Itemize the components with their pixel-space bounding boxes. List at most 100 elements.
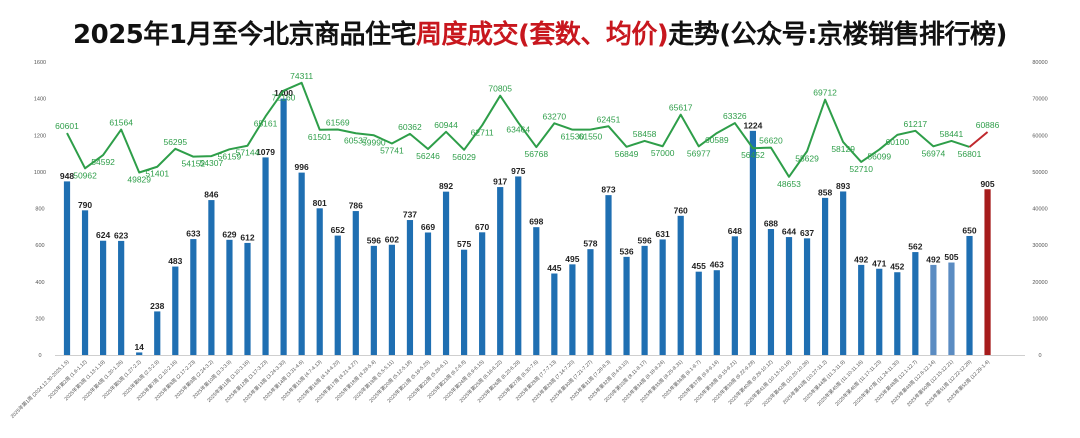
bar <box>551 273 558 355</box>
bar <box>81 210 89 355</box>
price-value-label: 56099 <box>867 152 891 162</box>
title-highlight: 周度成交(套数、均价) <box>416 20 669 50</box>
bar <box>497 187 504 355</box>
price-value-label: 62451 <box>597 114 621 124</box>
bar <box>352 211 359 355</box>
bar-value-label: 1224 <box>743 120 762 130</box>
bar-value-label: 633 <box>186 229 200 239</box>
left-tick-label: 1000 <box>34 170 46 176</box>
price-value-label: 58441 <box>940 129 964 139</box>
bar <box>298 172 305 355</box>
bar-value-label: 786 <box>349 201 363 211</box>
price-value-label: 56977 <box>687 148 711 158</box>
bar <box>316 208 323 355</box>
bar <box>515 176 522 355</box>
price-value-label: 59990 <box>362 137 386 147</box>
bar-value-label: 669 <box>421 222 435 232</box>
bar <box>948 262 955 355</box>
bar-value-label: 893 <box>836 181 850 191</box>
price-value-label: 50962 <box>73 170 97 180</box>
bar <box>406 220 414 355</box>
bar-value-label: 602 <box>385 234 399 244</box>
price-value-label: 63270 <box>543 111 567 121</box>
bar <box>370 245 377 355</box>
price-value-label: 56768 <box>524 149 548 159</box>
right-tick-label: 10000 <box>1032 316 1047 322</box>
bar-value-label: 452 <box>890 262 904 272</box>
bar-value-label: 670 <box>475 222 489 232</box>
bar <box>605 195 612 355</box>
bar-value-label: 445 <box>547 263 561 273</box>
bar <box>785 237 793 355</box>
bar-value-label: 492 <box>926 254 940 264</box>
bar-value-label: 483 <box>168 256 182 266</box>
bar-value-labels: 948 790 624 623 14 238 483 633 846 629 612 1079 1400… <box>60 88 995 352</box>
right-tick-label: 20000 <box>1032 280 1047 286</box>
bar-value-label: 623 <box>114 230 128 240</box>
bar-value-label: 463 <box>710 260 724 270</box>
bar <box>984 189 991 355</box>
right-tick-label: 50000 <box>1032 170 1047 176</box>
bar <box>100 240 107 355</box>
bar <box>154 311 161 355</box>
bar-value-label: 495 <box>565 254 579 264</box>
price-value-label: 69712 <box>813 88 837 98</box>
bar-value-label: 846 <box>204 190 218 200</box>
bar-value-label: 650 <box>962 225 976 235</box>
price-line <box>66 81 970 178</box>
bar <box>677 215 684 355</box>
bar-value-label: 801 <box>313 198 327 208</box>
bar <box>569 264 576 355</box>
right-tick-label: 70000 <box>1032 97 1047 103</box>
left-axis: 1600 1400 1200 1000 800 600 400 200 0 <box>34 60 46 359</box>
price-value-label: 56974 <box>922 148 946 158</box>
bar <box>190 239 197 355</box>
bar <box>822 197 829 355</box>
left-tick-label: 400 <box>35 280 44 286</box>
bar-value-label: 14 <box>134 342 144 352</box>
bar <box>641 245 648 355</box>
bar-value-label: 596 <box>638 235 652 245</box>
bar-value-label: 905 <box>980 179 994 189</box>
price-value-label: 65161 <box>254 118 278 128</box>
right-tick-label: 0 <box>1038 353 1041 359</box>
left-tick-label: 1600 <box>34 60 46 66</box>
bar-value-label: 917 <box>493 177 507 187</box>
price-value-label: 61569 <box>326 118 350 128</box>
bar-value-label: 1079 <box>256 147 275 157</box>
bar-value-label: 596 <box>367 235 381 245</box>
bar <box>659 239 666 355</box>
x-axis-labels: 2025年第1周 (2024.12.30-2025.1.5)2025年第2周 (… <box>9 358 991 420</box>
bar <box>930 264 937 355</box>
price-value-label: 55629 <box>795 153 819 163</box>
price-line-latest-segment <box>968 131 989 148</box>
bar-value-label: 624 <box>96 230 110 240</box>
bar <box>876 268 883 355</box>
price-value-label: 65617 <box>669 103 693 113</box>
bar <box>262 157 269 355</box>
price-value-label: 60362 <box>398 122 422 132</box>
bar <box>713 270 720 355</box>
bar-value-label: 578 <box>583 239 597 249</box>
left-tick-label: 600 <box>35 243 44 249</box>
bar <box>966 235 973 355</box>
price-value-label: 58129 <box>831 144 855 154</box>
price-value-label: 56849 <box>615 149 639 159</box>
title-part-2: 走势(公众号:京楼销售排行榜) <box>668 20 1007 50</box>
bar-value-label: 858 <box>818 187 832 197</box>
bar <box>136 352 143 355</box>
price-value-label: 60589 <box>705 135 729 145</box>
price-value-label: 62711 <box>471 127 494 137</box>
bar <box>840 191 847 355</box>
bar <box>912 252 919 355</box>
left-tick-label: 1400 <box>34 97 46 103</box>
price-value-label: 61550 <box>579 132 603 142</box>
price-value-label: 48653 <box>777 179 801 189</box>
left-tick-label: 1200 <box>34 133 46 139</box>
bar-value-label: 238 <box>150 301 164 311</box>
left-tick-label: 800 <box>35 207 44 213</box>
price-value-label: 56620 <box>759 136 783 146</box>
bar <box>749 130 756 355</box>
